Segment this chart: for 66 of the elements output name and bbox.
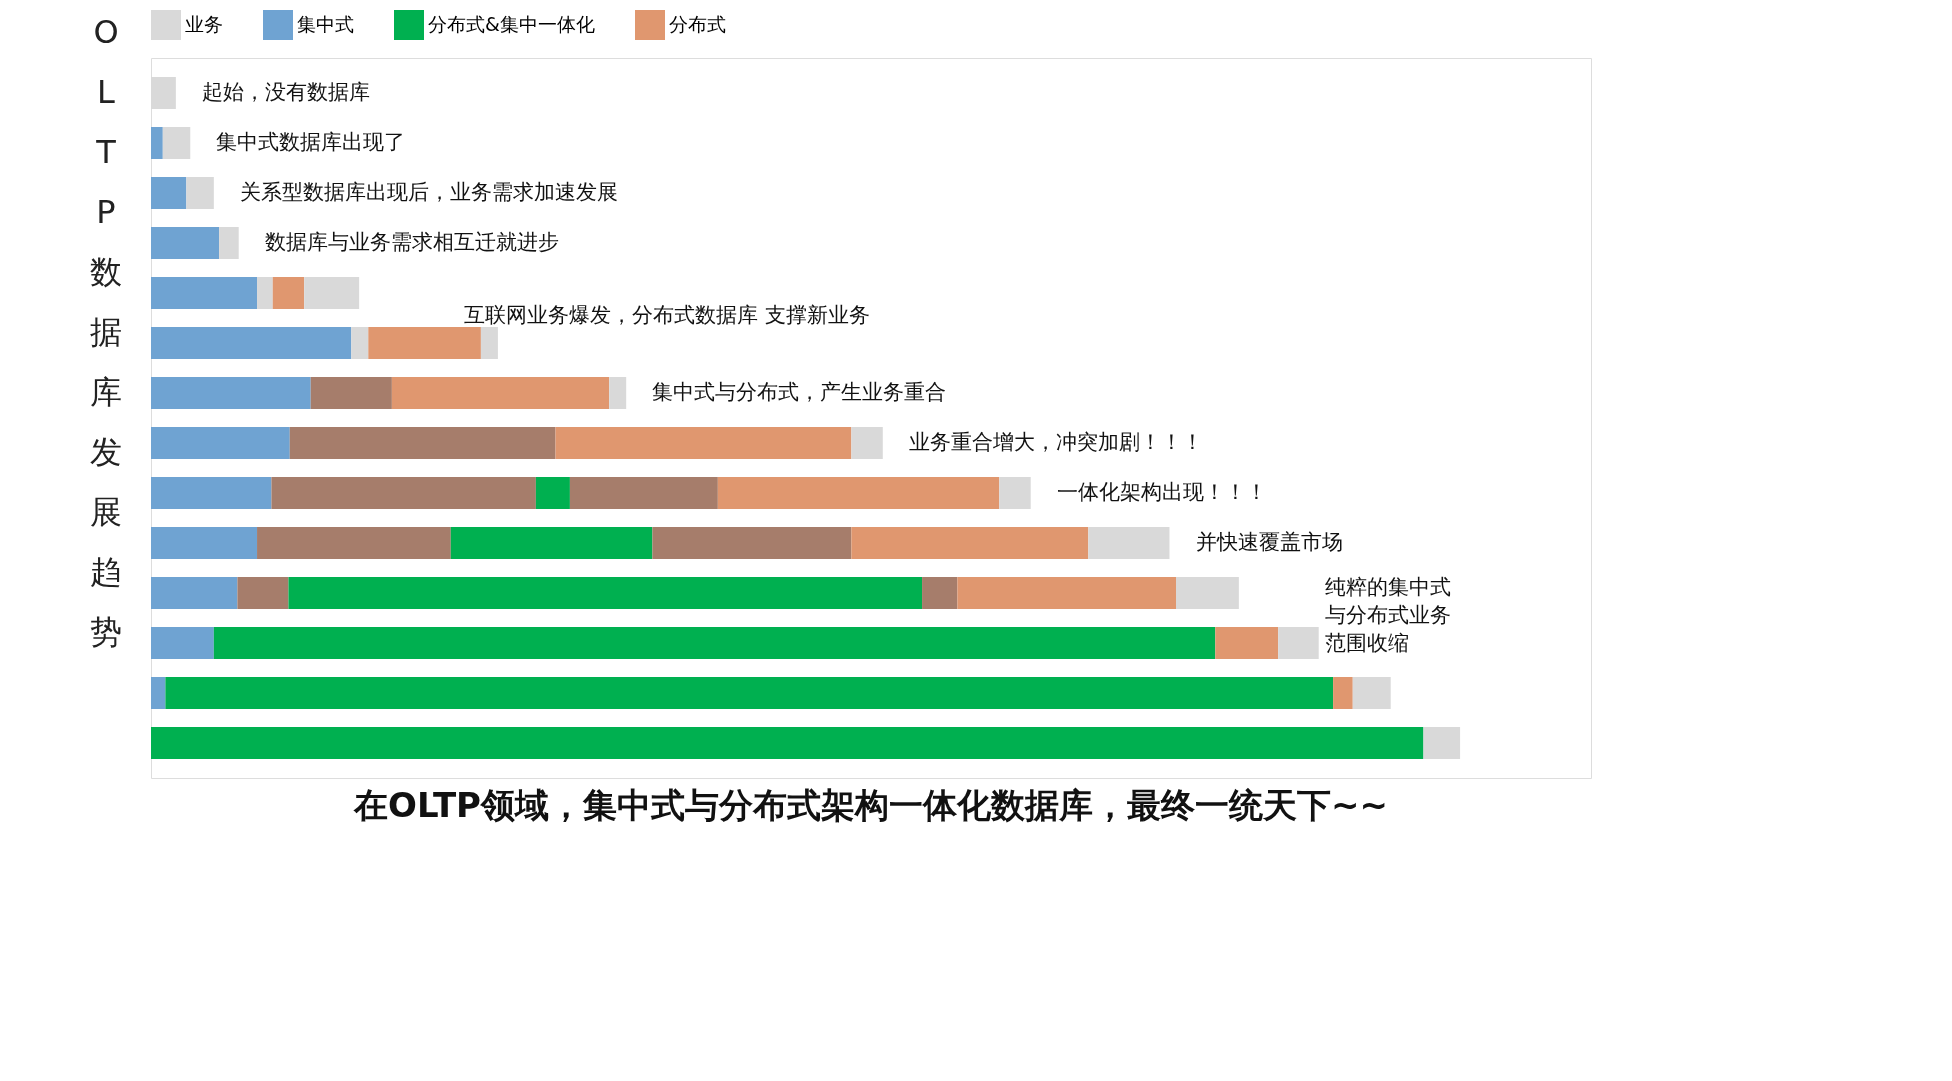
bar <box>151 527 258 559</box>
bar <box>1176 577 1239 609</box>
annotation: 业务重合增大，冲突加剧！！！ <box>908 430 1203 454</box>
bar <box>151 177 187 209</box>
annotation: 互联网业务爆发，分布式数据库 支撑新业务 <box>463 302 870 327</box>
bar <box>151 327 352 359</box>
bar <box>288 577 923 609</box>
bar <box>271 477 536 509</box>
bar <box>450 527 653 559</box>
bar <box>289 427 556 459</box>
bar <box>162 127 191 159</box>
bar <box>151 727 1424 759</box>
bar <box>219 227 239 259</box>
annotation: 数据库与业务需求相互迁就进步 <box>264 230 559 254</box>
bar <box>609 377 627 409</box>
bar <box>257 277 273 309</box>
annotation: 纯粹的集中式与分布式业务范围收缩 <box>1325 575 1452 655</box>
bar <box>1352 677 1391 709</box>
annotation: 集中式数据库出现了 <box>216 130 406 154</box>
bar <box>999 477 1031 509</box>
bar <box>851 527 1089 559</box>
annotation: 关系型数据库出现后，业务需求加速发展 <box>240 180 619 204</box>
text: OLTP数据库发展趋势 <box>90 13 122 651</box>
legend-label: 分布式&集中一体化 <box>428 13 595 35</box>
bar <box>151 377 311 409</box>
bar <box>310 377 392 409</box>
bar <box>151 677 166 709</box>
bar <box>351 327 369 359</box>
bar <box>555 427 852 459</box>
bar <box>535 477 570 509</box>
bar <box>480 327 498 359</box>
bar <box>213 627 1216 659</box>
bar <box>151 227 220 259</box>
bar <box>1423 727 1461 759</box>
bar <box>851 427 883 459</box>
bar <box>151 277 258 309</box>
annotation: 起始，没有数据库 <box>202 80 371 104</box>
bar <box>1278 627 1319 659</box>
bar <box>151 577 238 609</box>
bar <box>957 577 1177 609</box>
annotation: 并快速覆盖市场 <box>1195 530 1343 554</box>
bar <box>922 577 958 609</box>
bar <box>717 477 1000 509</box>
bar <box>1215 627 1279 659</box>
bar <box>186 177 214 209</box>
bar <box>391 377 610 409</box>
bar <box>569 477 718 509</box>
bar <box>151 627 214 659</box>
legend-label: 集中式 <box>297 13 354 35</box>
bar <box>1333 677 1353 709</box>
bar <box>257 527 451 559</box>
bar <box>165 677 1334 709</box>
bar <box>272 277 305 309</box>
bar <box>151 477 272 509</box>
bar <box>237 577 289 609</box>
bar <box>304 277 360 309</box>
bar <box>151 127 163 159</box>
bar <box>652 527 852 559</box>
legend-label: 分布式 <box>669 13 726 35</box>
text: 在OLTP领域，集中式与分布式架构一体化数据库，最终一统天下~~ <box>352 785 1389 825</box>
bar <box>1088 527 1170 559</box>
bar <box>368 327 481 359</box>
bar <box>151 427 290 459</box>
legend-label: 业务 <box>185 13 223 35</box>
annotation: 集中式与分布式，产生业务重合 <box>652 380 947 404</box>
annotation: 一体化架构出现！！！ <box>1056 480 1267 504</box>
